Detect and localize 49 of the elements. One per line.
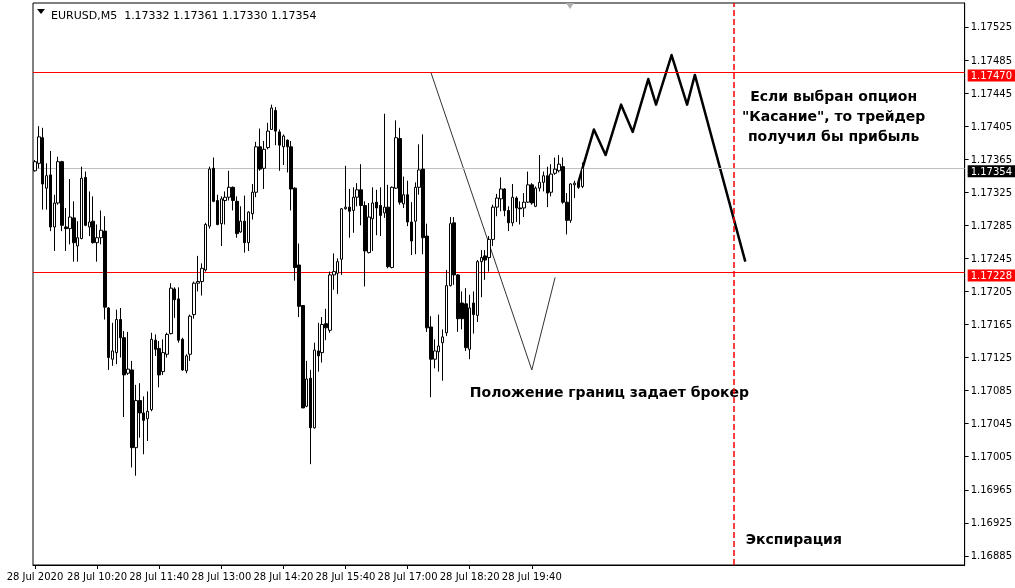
y-tick-label: 1.17525	[970, 21, 1013, 33]
y-tick-label: 1.17365	[970, 153, 1013, 165]
x-tick-label: 28 Jul 18:20	[439, 570, 500, 582]
annotation: Положение границ задает брокер	[469, 384, 750, 400]
y-tick-label: 1.17485	[970, 54, 1013, 66]
candlestick	[371, 186, 374, 252]
x-tick-label: 28 Jul 10:20	[67, 570, 128, 582]
candlestick	[546, 166, 549, 208]
candlestick	[220, 195, 223, 247]
y-tick-label: 1.17125	[970, 352, 1013, 364]
candlestick	[336, 257, 339, 295]
y-tick-label: 1.17405	[970, 120, 1013, 132]
x-tick-label: 28 Jul 19:40	[501, 570, 562, 582]
y-tick-label: 1.17045	[970, 418, 1013, 430]
candlestick	[441, 328, 444, 382]
candlestick	[150, 332, 153, 412]
y-tick-label: 1.17245	[970, 252, 1013, 264]
y-tick-label: 1.16925	[970, 517, 1013, 529]
candlestick	[41, 127, 44, 211]
y-tick-label: 1.17085	[970, 385, 1013, 397]
x-tick-label: 28 Jul 11:40	[129, 570, 190, 582]
y-tick-label: 1.17325	[970, 186, 1013, 198]
candlestick	[169, 282, 173, 335]
x-tick-label: 28 Jul 14:20	[253, 570, 314, 582]
y-tick-label: 1.17205	[970, 285, 1013, 297]
x-tick-label: 28 Jul 15:40	[315, 570, 376, 582]
y-tick-label: 1.17285	[970, 219, 1013, 231]
y-tick-label: 1.17445	[970, 87, 1013, 99]
candlestick	[115, 309, 118, 365]
y-tick-label: 1.17005	[970, 451, 1013, 463]
candlestick	[352, 186, 355, 234]
ref-line-label: 1.17228	[970, 269, 1013, 281]
candlestick	[499, 176, 503, 212]
annotation: Экспирация	[745, 531, 842, 547]
candlestick	[266, 122, 270, 150]
candlestick	[243, 195, 246, 254]
candlestick	[437, 314, 440, 373]
y-tick-label: 1.16885	[970, 550, 1013, 562]
annotation: Если выбран опцион "Касание", то трейдер получил бы прибыль	[742, 88, 926, 144]
candlestick	[581, 162, 584, 189]
x-tick-label: 28 Jul 13:00	[191, 570, 252, 582]
y-tick-label: 1.16965	[970, 484, 1013, 496]
text: EURUSD,M5 1.17332 1.17361 1.17330 1.17354	[51, 9, 317, 22]
candlestick	[511, 183, 514, 227]
ref-line-label: 1.17354	[970, 165, 1013, 177]
ref-line-label: 1.17470	[970, 69, 1013, 81]
x-tick-label: 28 Jul 17:00	[377, 570, 438, 582]
y-tick-label: 1.17165	[970, 319, 1013, 330]
x-tick-label: 28 Jul 2020	[6, 570, 64, 582]
